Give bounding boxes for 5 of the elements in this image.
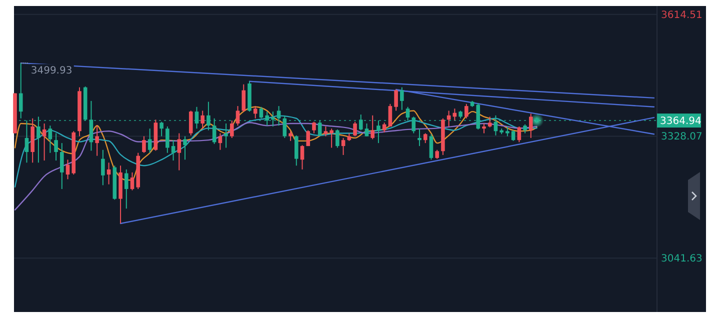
ref-line-label: 3364.94 [660, 116, 702, 128]
annotation: 3499.93 [30, 66, 72, 77]
y-tick-label: 3614.51 [661, 10, 702, 21]
y-tick-label: 3041.63 [661, 254, 702, 265]
y-tick-label: 3328.07 [661, 132, 702, 143]
